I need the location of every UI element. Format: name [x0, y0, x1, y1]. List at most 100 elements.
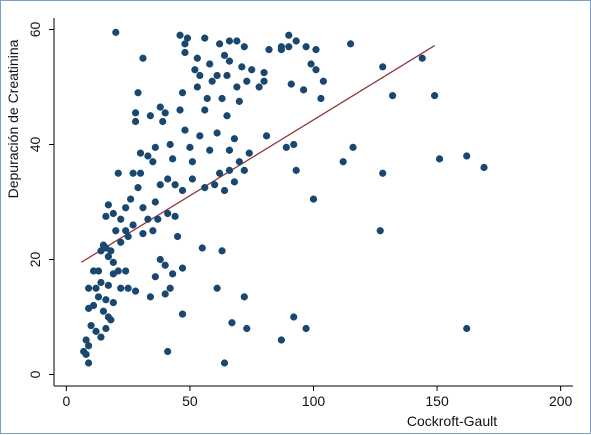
data-point — [166, 140, 174, 149]
data-point — [317, 94, 325, 103]
data-point — [379, 63, 387, 71]
data-point — [144, 152, 152, 160]
data-point — [87, 322, 95, 330]
data-point — [248, 66, 256, 74]
data-point — [176, 31, 184, 39]
data-point — [136, 169, 145, 177]
data-point — [201, 184, 209, 192]
data-point — [117, 238, 125, 246]
data-point — [349, 143, 357, 151]
x-tick-label: 200 — [549, 393, 573, 409]
data-point — [431, 92, 439, 100]
data-point — [213, 284, 221, 292]
data-point — [169, 155, 177, 163]
data-point — [97, 278, 105, 287]
data-point — [220, 51, 229, 59]
data-point — [178, 89, 187, 97]
data-point — [196, 71, 204, 80]
y-axis-title: Depuración de Creatinina — [5, 39, 21, 198]
data-point — [139, 230, 147, 238]
data-point — [260, 77, 268, 85]
data-point — [196, 132, 204, 140]
y-tick-label: 20 — [27, 252, 43, 268]
data-point — [188, 175, 196, 183]
data-point — [107, 316, 115, 324]
data-point — [117, 284, 125, 292]
data-point — [233, 83, 241, 91]
data-point — [191, 66, 199, 74]
data-point — [223, 71, 231, 80]
y-tick-label: 0 — [27, 370, 43, 378]
data-point — [206, 146, 214, 154]
y-tick-label: 60 — [27, 22, 43, 38]
data-point — [161, 109, 169, 117]
data-point — [127, 195, 135, 203]
data-point — [463, 152, 471, 160]
data-point — [146, 112, 154, 120]
x-axis-title: Cockroft-Gault — [407, 413, 497, 429]
data-point — [146, 293, 154, 301]
data-point — [171, 212, 179, 220]
data-point — [151, 143, 159, 151]
data-point — [149, 227, 157, 235]
data-point — [109, 299, 117, 307]
data-point — [139, 54, 147, 62]
data-point — [139, 204, 147, 212]
data-point — [164, 175, 172, 183]
data-point — [124, 232, 132, 241]
data-point — [134, 184, 142, 192]
data-point — [225, 37, 234, 45]
data-point — [215, 169, 224, 177]
data-point — [240, 43, 248, 51]
data-point — [102, 324, 110, 333]
data-point — [114, 169, 122, 177]
data-point — [312, 46, 320, 54]
data-point — [82, 350, 90, 358]
data-point — [183, 34, 192, 42]
data-point — [122, 227, 130, 235]
data-point — [129, 221, 137, 229]
data-point — [136, 149, 145, 157]
data-point — [85, 284, 93, 292]
data-point — [233, 37, 241, 45]
data-point — [238, 63, 246, 71]
data-point — [240, 293, 248, 301]
data-point — [243, 77, 251, 85]
data-point — [376, 227, 384, 235]
data-point — [178, 310, 187, 318]
data-point — [92, 284, 100, 292]
data-point — [339, 158, 347, 166]
data-point — [151, 273, 159, 281]
fit-line — [80, 45, 435, 263]
data-point — [215, 40, 224, 48]
data-point — [285, 31, 293, 39]
x-tick-label: 150 — [425, 393, 449, 409]
data-point — [208, 77, 216, 85]
data-point — [277, 336, 285, 344]
data-point — [156, 103, 164, 111]
data-point — [109, 270, 117, 278]
data-point — [161, 290, 169, 298]
data-point — [102, 212, 110, 220]
data-point — [292, 37, 300, 45]
data-point — [161, 261, 169, 269]
data-point — [235, 158, 243, 166]
data-point — [104, 281, 112, 289]
data-point — [178, 264, 187, 272]
data-point — [230, 135, 239, 143]
data-point — [206, 60, 214, 68]
data-point — [309, 195, 318, 203]
data-point — [418, 54, 426, 62]
y-tick-label: 40 — [27, 137, 43, 153]
data-point — [220, 359, 229, 367]
data-point — [109, 209, 117, 218]
data-point — [225, 166, 234, 174]
data-point — [178, 186, 187, 195]
data-point — [265, 46, 273, 54]
data-point — [292, 166, 300, 174]
data-point — [164, 347, 172, 356]
data-point — [156, 255, 164, 264]
data-point — [223, 112, 231, 120]
